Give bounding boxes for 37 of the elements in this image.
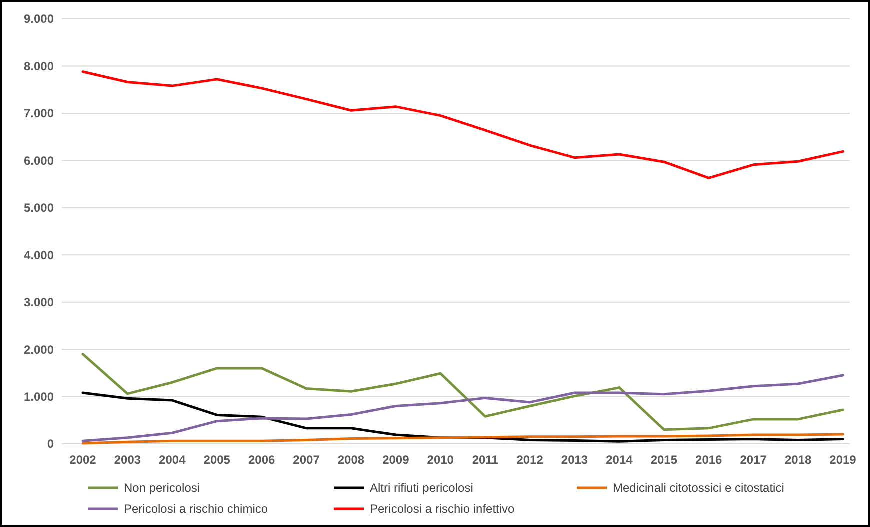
y-tick-label: 2.000	[24, 342, 54, 357]
y-tick-label: 3.000	[24, 296, 54, 310]
x-tick-label: 2011	[472, 453, 499, 467]
legend-label: Pericolosi a rischio infettivo	[370, 502, 516, 516]
y-tick-label: 8.000	[24, 59, 54, 74]
line-series	[82, 70, 844, 180]
x-tick-label: 2018	[784, 453, 812, 467]
y-tick-label: 1.000	[24, 390, 54, 404]
line-series	[82, 374, 844, 442]
x-tick-label: 2006	[248, 453, 276, 467]
x-tick-label: 2003	[114, 453, 142, 467]
x-tick-label: 2007	[293, 453, 320, 467]
y-tick-label: 6.000	[24, 154, 54, 168]
x-tick-label: 2004	[159, 453, 186, 467]
x-tick-label: 2013	[561, 453, 588, 467]
x-tick-label: 2008	[338, 453, 365, 467]
y-tick-label: 5.000	[24, 201, 54, 216]
legend-label: Altri rifiuti pericolosi	[370, 481, 474, 496]
legend-label: Pericolosi a rischio chimico	[124, 502, 268, 516]
x-tick-label: 2017	[740, 453, 768, 467]
y-tick-label: 0	[47, 437, 54, 452]
x-tick-label: 2015	[650, 453, 678, 467]
y-tick-label: 9.000	[24, 12, 54, 26]
x-tick-label: 2010	[427, 453, 454, 467]
legend-label: Non pericolosi	[124, 481, 200, 496]
legend-label: Medicinali citotossici e citostatici	[613, 481, 784, 496]
x-tick-label: 2002	[70, 453, 97, 467]
line-series	[82, 433, 844, 445]
x-tick-label: 2012	[516, 453, 544, 467]
x-tick-label: 2019	[830, 453, 857, 467]
line-series	[82, 353, 844, 432]
x-tick-label: 2005	[204, 453, 231, 467]
x-tick-label: 2014	[606, 453, 634, 467]
y-tick-label: 7.000	[24, 106, 54, 121]
x-tick-label: 2009	[382, 453, 410, 467]
y-tick-label: 4.000	[24, 248, 54, 262]
x-tick-label: 2016	[696, 453, 723, 467]
